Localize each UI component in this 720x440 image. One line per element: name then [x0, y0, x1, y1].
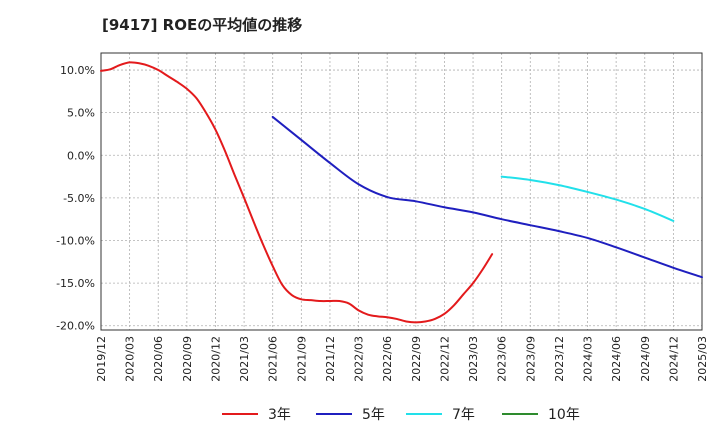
- x-tick-label: 2024/06: [610, 336, 623, 382]
- x-tick-label: 2020/09: [181, 336, 194, 382]
- x-tick-label: 2023/12: [553, 336, 566, 382]
- legend-item-10y: 10年: [502, 402, 580, 426]
- y-tick-label: 0.0%: [67, 149, 95, 162]
- x-tick-label: 2023/03: [467, 336, 480, 382]
- x-tick-label: 2024/12: [667, 336, 680, 382]
- x-tick-label: 2021/12: [324, 336, 337, 382]
- legend-label-5y: 5年: [362, 407, 385, 423]
- legend-label-3y: 3年: [268, 407, 291, 423]
- series-line-3y: [100, 61, 494, 324]
- legend: 3年 5年 7年 10年: [0, 402, 720, 426]
- legend-line-5y: [316, 413, 352, 415]
- x-tick-label: 2019/12: [95, 336, 108, 382]
- x-tick-label: 2024/09: [639, 336, 652, 382]
- y-tick-label: -15.0%: [56, 277, 95, 290]
- x-tick-label: 2022/12: [438, 336, 451, 382]
- legend-line-3y: [222, 413, 258, 415]
- x-tick-label: 2021/06: [267, 336, 280, 382]
- x-tick-label: 2020/06: [152, 336, 165, 382]
- x-tick-label: 2024/03: [582, 336, 595, 382]
- legend-label-7y: 7年: [452, 407, 475, 423]
- x-tick-label: 2022/06: [381, 336, 394, 382]
- chart-title: [9417] ROEの平均値の推移: [102, 16, 303, 34]
- y-tick-label: -20.0%: [56, 320, 95, 333]
- legend-label-10y: 10年: [548, 407, 580, 423]
- x-tick-label: 2020/03: [124, 336, 137, 382]
- x-tick-label: 2023/09: [524, 336, 537, 382]
- x-tick-label: 2020/12: [209, 336, 222, 382]
- legend-line-7y: [406, 413, 442, 415]
- legend-item-3y: 3年: [222, 402, 291, 426]
- y-tick-label: -10.0%: [56, 235, 95, 248]
- legend-item-5y: 5年: [316, 402, 385, 426]
- y-tick-label: 10.0%: [60, 64, 95, 77]
- series-line-7y: [500, 175, 675, 222]
- legend-line-10y: [502, 413, 538, 415]
- x-tick-label: 2021/03: [238, 336, 251, 382]
- x-tick-label: 2025/03: [696, 336, 709, 382]
- plot-area: [101, 53, 702, 330]
- y-tick-label: -5.0%: [63, 192, 95, 205]
- legend-item-7y: 7年: [406, 402, 475, 426]
- y-tick-label: 5.0%: [67, 107, 95, 120]
- plot-border: [100, 52, 703, 331]
- x-tick-label: 2023/06: [496, 336, 509, 382]
- series-line-5y: [271, 115, 703, 279]
- x-tick-label: 2021/09: [295, 336, 308, 382]
- x-tick-label: 2022/09: [410, 336, 423, 382]
- x-tick-label: 2022/03: [353, 336, 366, 382]
